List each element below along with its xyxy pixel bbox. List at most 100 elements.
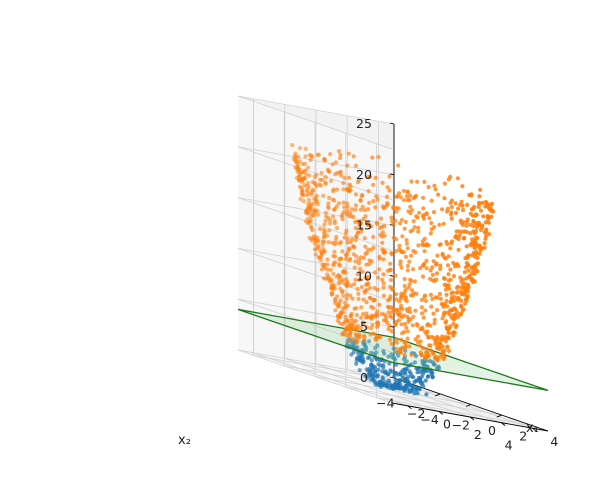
scatter-point-above [423, 308, 428, 313]
scatter-point-above [399, 337, 404, 342]
scatter-point-below [366, 339, 372, 344]
scatter-point-above [323, 175, 328, 180]
scatter-point-above [403, 287, 408, 292]
scatter-point-above [482, 241, 487, 246]
scatter-point-above [348, 293, 353, 298]
scatter-point-above [380, 277, 385, 282]
scatter-point-above [364, 287, 370, 292]
scatter-point-above [353, 259, 358, 264]
scatter-point-above [437, 222, 442, 227]
scatter-point-above [477, 251, 482, 256]
scatter-point-above [326, 204, 331, 209]
scatter-point-above [411, 314, 416, 319]
scatter-point-above [398, 350, 403, 355]
scatter-point-above [303, 161, 308, 166]
scatter-point-above [464, 244, 469, 249]
scatter-point-above [422, 293, 428, 298]
scatter-point-above [322, 158, 328, 163]
scatter-point-above [347, 246, 352, 251]
scatter-point-above [327, 218, 333, 223]
scatter-point-above [450, 290, 455, 295]
scatter-point-above [445, 206, 450, 211]
scatter-point-above [389, 215, 394, 220]
scatter-point-above [441, 221, 446, 226]
scatter-point-above [460, 203, 465, 208]
scatter-point-above [351, 214, 356, 219]
x2-tick [496, 414, 502, 418]
scatter-point-above [296, 154, 301, 159]
scatter-point-above [367, 200, 372, 205]
scatter-point-above [374, 337, 379, 342]
scatter-point-above [380, 180, 385, 185]
scatter-point-above [314, 172, 319, 177]
scatter-point-above [405, 246, 410, 251]
scatter-point-above [446, 331, 452, 336]
scatter-point-above [380, 230, 385, 235]
scatter-point-above [316, 245, 321, 250]
scatter-point-above [461, 220, 466, 225]
scatter-point-below [357, 368, 362, 373]
scatter-point-above [297, 146, 303, 151]
scatter-point-above [326, 201, 331, 206]
scatter-point-above [351, 336, 356, 341]
scatter-point-below [403, 371, 408, 376]
scatter-point-above [359, 285, 364, 290]
scatter-point-above [366, 281, 371, 286]
scatter-point-above [407, 198, 412, 203]
scatter-point-above [440, 344, 445, 349]
scatter-point-above [452, 295, 457, 300]
scatter-point-above [405, 268, 410, 273]
x2-tick [527, 425, 533, 429]
scatter-point-above [418, 339, 423, 344]
scatter-point-above [418, 266, 423, 271]
scatter-point-above [404, 241, 409, 246]
scatter-point-above [425, 329, 430, 334]
scatter-point-above [466, 263, 471, 268]
scatter-point-above [393, 218, 398, 223]
scatter-point-above [459, 303, 464, 308]
x2-tick-label: 2 [474, 427, 482, 442]
scatter-point-below [354, 361, 359, 366]
grid-line-floor-x2 [376, 397, 533, 427]
scatter-point-above [309, 192, 314, 197]
scatter-point-above [401, 198, 407, 203]
scatter-point-above [405, 263, 410, 268]
scatter-point-above [306, 181, 311, 186]
scatter-point-above [306, 184, 311, 189]
scatter-point-below [376, 367, 381, 372]
scatter-point-above [391, 222, 396, 227]
scatter-point-above [432, 321, 437, 326]
x2-tick-label: 0 [443, 417, 451, 432]
scatter-point-above [420, 325, 425, 330]
scatter-point-below [369, 358, 374, 363]
scatter-point-above [315, 208, 320, 213]
scatter-point-above [413, 250, 418, 255]
scatter-point-below [403, 348, 408, 353]
scatter-point-above [340, 217, 345, 222]
scatter-point-above [332, 198, 337, 203]
scatter-point-above [366, 189, 371, 194]
scatter-point-above [369, 224, 374, 229]
scatter-point-above [316, 152, 321, 157]
scatter-point-above [387, 174, 392, 179]
scatter-point-above [375, 309, 380, 314]
scatter-point-above [446, 336, 451, 341]
scatter-point-above [300, 188, 305, 193]
scatter-point-above [365, 325, 370, 330]
x1-tick [532, 427, 537, 432]
scatter-point-above [334, 234, 339, 239]
scatter-point-below [412, 360, 418, 365]
scatter-point-above [442, 196, 447, 201]
scatter-point-above [423, 346, 429, 351]
scatter-point-above [412, 279, 417, 284]
scatter-point-below [436, 366, 442, 371]
scatter-point-above [368, 285, 373, 290]
scatter-point-above [430, 272, 435, 277]
scatter-point-below [391, 346, 396, 351]
scatter-point-above [372, 270, 378, 275]
scatter-point-above [464, 229, 469, 235]
scatter-point-above [328, 152, 333, 157]
scatter-point-above [404, 325, 409, 330]
scatter-point-above [455, 176, 460, 181]
x1-tick [469, 416, 475, 421]
